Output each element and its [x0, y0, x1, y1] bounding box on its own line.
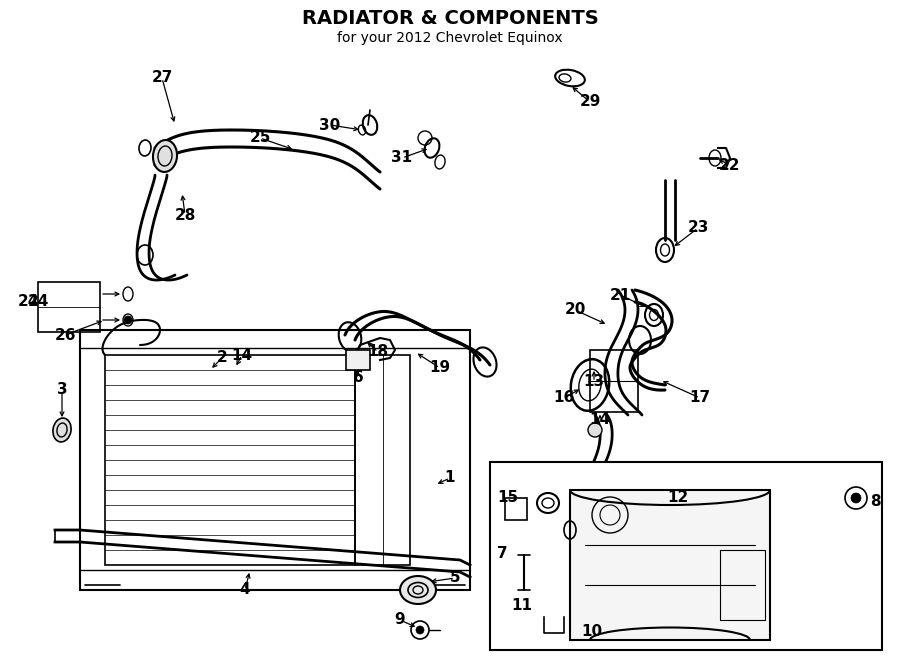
- Text: 4: 4: [239, 582, 250, 598]
- Text: 24: 24: [17, 295, 39, 309]
- Text: 10: 10: [581, 625, 603, 639]
- Text: 27: 27: [151, 71, 173, 85]
- Bar: [505, 498, 527, 520]
- Text: 22: 22: [719, 157, 741, 173]
- Text: 28: 28: [175, 208, 195, 223]
- Ellipse shape: [53, 418, 71, 442]
- Text: 15: 15: [498, 490, 518, 506]
- Bar: [355, 355, 410, 565]
- Text: 30: 30: [320, 118, 340, 132]
- Text: 19: 19: [429, 360, 451, 375]
- Bar: [80, 330, 470, 590]
- Ellipse shape: [400, 576, 436, 604]
- Circle shape: [124, 316, 132, 324]
- Text: 11: 11: [511, 598, 533, 613]
- Text: 18: 18: [367, 344, 389, 360]
- Text: RADIATOR & COMPONENTS: RADIATOR & COMPONENTS: [302, 9, 598, 28]
- Text: 7: 7: [497, 547, 508, 561]
- Text: 23: 23: [688, 221, 708, 235]
- Text: 29: 29: [580, 95, 600, 110]
- Text: 9: 9: [395, 613, 405, 627]
- Circle shape: [588, 423, 602, 437]
- Text: 17: 17: [689, 391, 711, 405]
- Bar: [490, 462, 882, 650]
- Text: for your 2012 Chevrolet Equinox: for your 2012 Chevrolet Equinox: [338, 31, 562, 45]
- Ellipse shape: [153, 140, 177, 172]
- Text: 8: 8: [869, 494, 880, 510]
- Text: 1: 1: [445, 471, 455, 485]
- Bar: [105, 355, 355, 565]
- Text: 14: 14: [590, 412, 610, 428]
- Bar: [570, 490, 770, 640]
- Bar: [590, 350, 638, 412]
- Text: 14: 14: [231, 348, 253, 362]
- Circle shape: [851, 493, 861, 503]
- Text: 5: 5: [450, 570, 460, 586]
- Circle shape: [416, 626, 424, 634]
- Text: 12: 12: [668, 490, 688, 506]
- Text: 21: 21: [609, 288, 631, 303]
- Text: 3: 3: [57, 383, 68, 397]
- Bar: [720, 550, 765, 620]
- Text: 31: 31: [392, 151, 412, 165]
- Text: 26: 26: [54, 327, 76, 342]
- Text: 6: 6: [353, 371, 364, 385]
- Text: 20: 20: [564, 303, 586, 317]
- Bar: [346, 350, 370, 370]
- Text: 16: 16: [554, 391, 574, 405]
- Text: 13: 13: [583, 375, 605, 389]
- Text: 24: 24: [27, 295, 49, 309]
- Text: 25: 25: [249, 130, 271, 145]
- Text: 2: 2: [217, 350, 228, 366]
- Bar: [38, 282, 100, 332]
